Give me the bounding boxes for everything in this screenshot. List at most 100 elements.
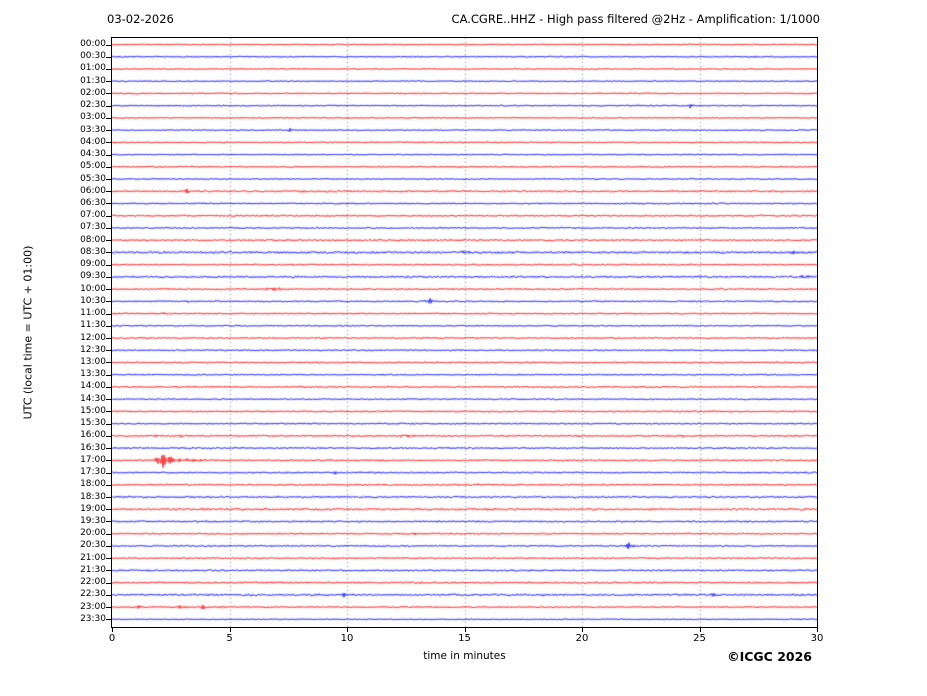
row-label-1900: 19:00 [80,503,106,514]
row-label-0330: 03:30 [80,124,106,135]
row-tick-mark [106,117,111,119]
row-label-1930: 19:30 [80,515,106,526]
row-tick-mark [106,582,111,584]
row-label-1000: 10:00 [80,283,106,294]
row-label-1130: 11:30 [80,320,106,331]
row-tick-mark [106,497,111,498]
row-label-1330: 13:30 [80,369,106,380]
row-label-1700: 17:00 [80,454,106,465]
row-label-1200: 12:00 [80,332,106,343]
row-tick-mark [106,166,111,168]
row-label-0430: 04:30 [80,149,106,160]
row-label-1630: 16:30 [80,442,106,453]
copyright-text: ©ICGC 2026 [727,649,812,664]
row-label-0400: 04:00 [80,136,106,147]
row-label-2300: 23:00 [80,601,106,612]
y-axis-label: UTC (local time = UTC + 01:00) [21,245,35,420]
row-label-0130: 01:30 [80,75,106,86]
row-tick-mark [106,276,111,278]
x-tick-label-25: 25 [693,633,706,644]
row-tick-mark [106,435,111,437]
x-tick-label-5: 5 [226,633,233,644]
x-tick-label-30: 30 [810,633,824,644]
row-tick-mark [106,521,111,523]
x-tick-label-20: 20 [575,633,589,644]
row-label-1030: 10:30 [80,295,106,306]
x-tick-mark [229,628,231,632]
row-tick-mark [106,533,111,535]
row-tick-mark [106,252,111,254]
row-label-0300: 03:00 [80,112,106,123]
row-tick-mark [106,105,111,107]
x-tick-mark [817,628,818,632]
row-label-1500: 15:00 [80,405,106,416]
row-label-0100: 01:00 [80,63,106,74]
row-tick-mark [106,594,111,596]
row-tick-mark [106,203,111,205]
row-label-1600: 16:00 [80,430,106,441]
row-label-0030: 00:30 [80,51,106,62]
row-label-2200: 22:00 [80,577,106,588]
row-tick-mark [106,289,111,291]
row-tick-mark [106,142,111,144]
row-tick-mark [106,191,111,193]
row-tick-mark [106,558,111,560]
row-tick-mark [106,423,111,425]
row-tick-mark [106,179,111,181]
x-tick-mark [464,628,466,632]
row-tick-mark [106,93,111,95]
x-tick-label-0: 0 [108,633,116,644]
row-tick-mark [106,509,111,511]
row-tick-mark [106,472,111,474]
row-label-1830: 18:30 [80,491,106,502]
x-tick-mark [347,628,348,632]
row-tick-mark [106,44,111,46]
row-tick-mark [106,570,111,572]
row-label-1300: 13:00 [80,356,106,367]
row-label-2100: 21:00 [80,552,106,563]
row-label-1430: 14:30 [80,393,106,404]
row-label-0500: 05:00 [80,161,106,172]
row-tick-mark [106,68,111,70]
row-tick-mark [106,338,111,340]
row-label-1100: 11:00 [80,308,106,319]
row-tick-mark [106,484,111,486]
row-tick-mark [106,240,111,242]
row-label-1530: 15:30 [80,418,106,429]
row-tick-mark [106,215,111,217]
row-tick-mark [106,264,111,266]
row-label-1400: 14:00 [80,381,106,392]
x-tick-mark [699,628,701,632]
row-tick-mark [106,227,111,229]
row-label-0800: 08:00 [80,234,106,245]
row-label-0700: 07:00 [80,210,106,221]
row-label-2030: 20:30 [80,540,106,551]
row-tick-mark [106,362,111,364]
row-tick-mark [106,399,111,401]
x-tick-label-15: 15 [458,633,471,644]
x-tick-label-10: 10 [340,633,354,644]
row-tick-mark [106,607,111,609]
row-tick-mark [106,619,111,621]
row-label-0530: 05:30 [80,173,106,184]
row-tick-mark [106,411,111,413]
row-label-0730: 07:30 [80,222,106,233]
row-label-0830: 08:30 [80,246,106,257]
row-tick-mark [106,313,111,315]
x-axis-label: time in minutes [423,650,506,662]
plot-area [111,37,818,628]
row-tick-mark [106,545,111,547]
row-tick-mark [106,130,111,132]
row-label-2330: 23:30 [80,613,106,624]
row-tick-mark [106,460,111,462]
row-label-0630: 06:30 [80,197,106,208]
row-label-1230: 12:30 [80,344,106,355]
date-title: 03-02-2026 [107,12,174,26]
row-label-2130: 21:30 [80,564,106,575]
row-label-2230: 22:30 [80,589,106,600]
x-tick-mark [582,628,583,632]
row-label-0200: 02:00 [80,87,106,98]
station-title: CA.CGRE..HHZ - High pass filtered @2Hz -… [451,12,820,26]
row-tick-mark [106,448,111,450]
